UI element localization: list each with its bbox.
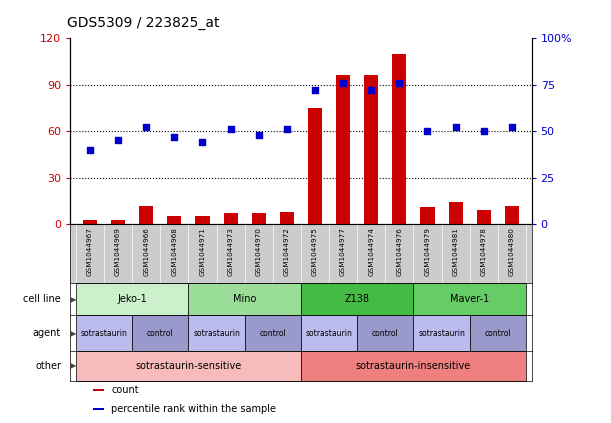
Text: cell line: cell line [23, 294, 61, 304]
Point [310, 87, 320, 93]
Point [367, 87, 376, 93]
Bar [336, 75, 350, 224]
Point [479, 128, 489, 135]
Bar [252, 213, 266, 224]
Bar [420, 207, 434, 224]
Text: Jeko-1: Jeko-1 [117, 294, 147, 304]
Point [254, 132, 263, 138]
Point [113, 137, 123, 144]
Bar [448, 203, 463, 224]
Bar [470, 315, 526, 351]
Bar [93, 409, 104, 410]
Text: GSM1044971: GSM1044971 [199, 227, 205, 276]
Bar [76, 283, 188, 315]
Text: GSM1044973: GSM1044973 [227, 227, 233, 276]
Bar [196, 217, 210, 224]
Text: GSM1044966: GSM1044966 [143, 227, 149, 276]
Text: ▶: ▶ [70, 361, 77, 371]
Text: GSM1044974: GSM1044974 [368, 227, 375, 276]
Bar [188, 315, 244, 351]
Text: sotrastaurin-sensitive: sotrastaurin-sensitive [135, 361, 241, 371]
Point [395, 80, 404, 86]
Text: ▶: ▶ [70, 329, 77, 338]
Text: sotrastaurin: sotrastaurin [418, 329, 465, 338]
Text: GSM1044976: GSM1044976 [397, 227, 403, 276]
Text: sotrastaurin-insensitive: sotrastaurin-insensitive [356, 361, 471, 371]
Text: GSM1044972: GSM1044972 [284, 227, 290, 276]
Text: Maver-1: Maver-1 [450, 294, 489, 304]
Text: agent: agent [33, 328, 61, 338]
Bar [188, 283, 301, 315]
Bar [93, 390, 104, 391]
Text: sotrastaurin: sotrastaurin [193, 329, 240, 338]
Bar [132, 315, 188, 351]
Text: GSM1044967: GSM1044967 [87, 227, 93, 276]
Text: control: control [260, 329, 286, 338]
Text: control: control [147, 329, 174, 338]
Bar [414, 315, 470, 351]
Bar [83, 220, 97, 224]
Bar [76, 315, 132, 351]
Text: GSM1044968: GSM1044968 [171, 227, 177, 276]
Text: control: control [485, 329, 511, 338]
Bar [224, 213, 238, 224]
Text: Z138: Z138 [345, 294, 370, 304]
Point [197, 139, 207, 146]
Text: control: control [372, 329, 399, 338]
Text: GSM1044975: GSM1044975 [312, 227, 318, 276]
Text: sotrastaurin: sotrastaurin [81, 329, 128, 338]
Text: GSM1044977: GSM1044977 [340, 227, 346, 276]
Point [507, 124, 517, 131]
Text: sotrastaurin: sotrastaurin [306, 329, 353, 338]
Bar [364, 75, 378, 224]
Bar [244, 315, 301, 351]
Point [85, 146, 95, 153]
Point [282, 126, 291, 133]
Bar [505, 206, 519, 224]
Bar [392, 54, 406, 224]
Text: Mino: Mino [233, 294, 257, 304]
Bar [76, 351, 301, 381]
Bar [301, 315, 357, 351]
Bar [280, 212, 294, 224]
Text: other: other [35, 361, 61, 371]
Text: ▶: ▶ [70, 295, 77, 304]
Text: GSM1044979: GSM1044979 [425, 227, 431, 276]
Bar [477, 210, 491, 224]
Text: GSM1044970: GSM1044970 [256, 227, 262, 276]
Text: GSM1044981: GSM1044981 [453, 227, 459, 276]
Bar [167, 217, 181, 224]
Text: count: count [111, 385, 139, 395]
Bar [301, 351, 526, 381]
Point [169, 133, 179, 140]
Point [338, 80, 348, 86]
Text: GSM1044980: GSM1044980 [509, 227, 515, 276]
Bar [357, 315, 414, 351]
Text: GSM1044978: GSM1044978 [481, 227, 487, 276]
Bar [308, 108, 322, 224]
Text: percentile rank within the sample: percentile rank within the sample [111, 404, 276, 414]
Point [141, 124, 151, 131]
Point [423, 128, 433, 135]
Bar [111, 220, 125, 224]
Text: GSM1044969: GSM1044969 [115, 227, 121, 276]
Bar [414, 283, 526, 315]
Text: GDS5309 / 223825_at: GDS5309 / 223825_at [67, 16, 220, 30]
Point [225, 126, 235, 133]
Bar [301, 283, 414, 315]
Bar [139, 206, 153, 224]
Point [451, 124, 461, 131]
